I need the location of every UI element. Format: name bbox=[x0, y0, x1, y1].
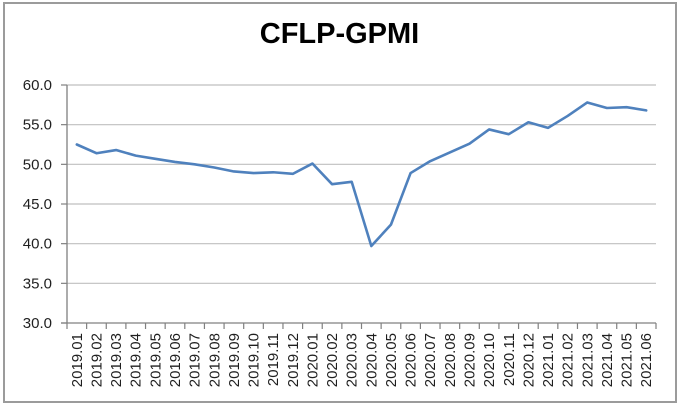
data-series bbox=[75, 101, 648, 248]
x-tick-label: 2020.02 bbox=[324, 333, 341, 387]
y-tick-label: 55.0 bbox=[23, 117, 52, 134]
x-tick-label: 2021.04 bbox=[599, 333, 616, 387]
chart-title: CFLP-GPMI bbox=[259, 18, 420, 50]
x-tick-label: 2021.03 bbox=[579, 333, 596, 387]
x-tick-label: 2020.04 bbox=[363, 333, 380, 387]
x-tick-label: 2020.05 bbox=[383, 333, 400, 387]
x-tick-label: 2019.04 bbox=[128, 333, 145, 387]
x-tick-label: 2019.08 bbox=[206, 333, 223, 387]
x-tick-label: 2019.06 bbox=[167, 333, 184, 387]
y-tick-label: 45.0 bbox=[23, 196, 52, 213]
series-line bbox=[75, 101, 648, 248]
x-tick-label: 2019.10 bbox=[246, 333, 263, 387]
x-tick-label: 2020.08 bbox=[442, 333, 459, 387]
x-tick-label: 2019.11 bbox=[265, 333, 282, 386]
y-tick-label: 50.0 bbox=[23, 156, 52, 173]
x-tick-label: 2021.02 bbox=[560, 333, 577, 387]
x-tick-label: 2019.01 bbox=[69, 333, 86, 387]
x-tick-label: 2019.05 bbox=[147, 333, 164, 387]
y-tick-label: 30.0 bbox=[23, 315, 52, 332]
x-tick-label: 2021.01 bbox=[540, 333, 557, 387]
chart-frame bbox=[3, 2, 677, 403]
x-tick-label: 2020.11 bbox=[501, 333, 518, 386]
x-tick-label: 2020.03 bbox=[344, 333, 361, 387]
x-tick-label: 2020.10 bbox=[481, 333, 498, 387]
y-tick-marks bbox=[61, 84, 67, 324]
y-gridlines bbox=[67, 84, 656, 284]
y-tick-label: 35.0 bbox=[23, 275, 52, 292]
x-tick-label: 2020.01 bbox=[304, 333, 321, 387]
y-tick-label: 60.0 bbox=[23, 77, 52, 94]
x-tick-label: 2019.07 bbox=[187, 333, 204, 387]
x-tick-label: 2020.12 bbox=[520, 333, 537, 387]
x-tick-label: 2019.09 bbox=[226, 333, 243, 387]
x-tick-label: 2019.12 bbox=[285, 333, 302, 387]
x-tick-label: 2021.05 bbox=[619, 333, 636, 387]
x-tick-label: 2019.03 bbox=[108, 333, 125, 387]
x-tick-label: 2020.06 bbox=[403, 333, 420, 387]
x-tick-marks bbox=[66, 323, 657, 329]
x-tick-label: 2020.09 bbox=[461, 333, 478, 387]
x-tick-label: 2020.07 bbox=[422, 333, 439, 387]
x-tick-label: 2019.02 bbox=[88, 333, 105, 387]
x-axis-labels: 2019.01 2019.02 2019.03 2019.04 2019.05 2019.… bbox=[69, 333, 655, 387]
x-tick-label: 2021.06 bbox=[638, 333, 655, 387]
y-axis-labels: 60.0 55.0 50.0 45.0 40.0 35.0 30.0 bbox=[23, 77, 52, 332]
y-tick-label: 40.0 bbox=[23, 236, 52, 253]
